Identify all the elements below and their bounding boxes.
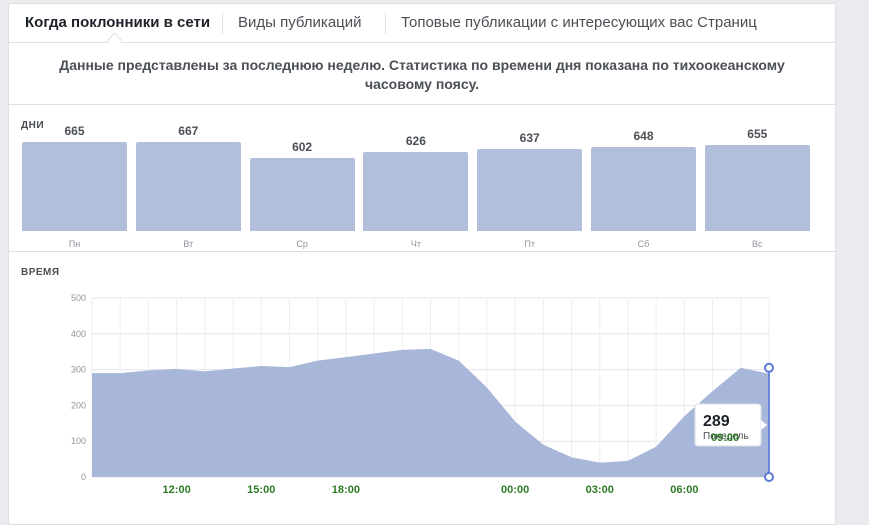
x-tick-label: 00:00 xyxy=(501,484,529,496)
day-value-label: 667 xyxy=(178,123,199,138)
day-bar xyxy=(591,146,696,231)
x-tick-label: 03:00 xyxy=(586,484,614,496)
tab-bar: Когда поклонники в сети Виды публикаций … xyxy=(9,4,835,49)
day-column[interactable]: 637 Пт xyxy=(477,105,583,251)
x-tick-label: 18:00 xyxy=(332,484,360,496)
day-value-label: 602 xyxy=(292,140,313,155)
day-column[interactable]: 655 Вс xyxy=(704,105,810,251)
day-bar xyxy=(477,149,583,231)
day-value-label: 665 xyxy=(64,124,85,139)
x-tick-label: 06:00 xyxy=(670,484,698,496)
day-value-label: 626 xyxy=(405,134,426,149)
day-bar xyxy=(22,142,127,231)
x-tick-label: 15:00 xyxy=(247,484,275,496)
day-column[interactable]: 626 Чт xyxy=(363,105,469,251)
time-section-header: ВРЕМЯ xyxy=(9,252,835,282)
day-column[interactable]: 648 Сб xyxy=(591,105,696,251)
day-bar xyxy=(704,144,810,231)
days-section: ДНИ 665 Пн 667 Вт 602 Ср 626 Чт 637 Пт 648 Сб 655 Вс xyxy=(9,105,835,252)
y-tick-label: 500 xyxy=(71,293,86,303)
data-notice: Данные представлены за последнюю неделю.… xyxy=(9,43,835,105)
tooltip-value: 289 xyxy=(703,413,730,430)
x-tick-label: 12:00 xyxy=(163,484,191,496)
day-name-label: Ср xyxy=(296,239,308,249)
day-name-label: Пт xyxy=(524,239,535,249)
day-value-label: 655 xyxy=(747,126,768,141)
tab-top-posts[interactable]: Топовые публикации с интересующих вас Ст… xyxy=(401,14,757,31)
tab-fans-online[interactable]: Когда поклонники в сети xyxy=(25,14,211,31)
tab-post-types[interactable]: Виды публикаций xyxy=(238,14,362,31)
hover-point-bottom xyxy=(764,472,774,482)
day-bar xyxy=(135,141,241,231)
time-section-label: ВРЕМЯ xyxy=(21,267,60,278)
day-value-label: 637 xyxy=(519,131,540,146)
day-bar xyxy=(249,158,355,231)
y-tick-label: 200 xyxy=(71,400,86,410)
y-tick-label: 0 xyxy=(81,472,86,482)
tooltip-day: Понедель xyxy=(703,431,749,442)
day-column[interactable]: 602 Ср xyxy=(249,105,355,251)
day-name-label: Вс xyxy=(752,239,763,249)
y-tick-label: 400 xyxy=(71,329,86,339)
day-name-label: Чт xyxy=(410,239,421,249)
day-name-label: Сб xyxy=(637,239,650,249)
y-tick-label: 300 xyxy=(71,365,86,375)
hover-point-top xyxy=(764,362,774,373)
day-name-label: Пн xyxy=(68,239,81,249)
day-column[interactable]: 665 Пн xyxy=(22,105,127,251)
tooltip-time: 09:00 xyxy=(711,432,739,444)
time-area-chart[interactable]: 0 100 200 300 400 500 12:00 15:00 18:00 00:00 03:0… xyxy=(9,4,835,524)
day-column[interactable]: 667 Вт xyxy=(135,105,241,251)
day-name-label: Вт xyxy=(183,239,194,249)
day-bar xyxy=(363,152,469,231)
day-value-label: 648 xyxy=(633,128,654,143)
tab-divider xyxy=(385,13,386,34)
page-panel: Когда поклонники в сети Виды публикаций … xyxy=(8,3,836,525)
y-tick-label: 100 xyxy=(71,436,86,446)
notice-text: Данные представлены за последнюю неделю.… xyxy=(59,57,785,92)
activity-area xyxy=(92,348,769,477)
tooltip-arrow xyxy=(761,420,767,430)
tab-divider xyxy=(222,13,223,34)
days-section-label: ДНИ xyxy=(21,120,45,131)
